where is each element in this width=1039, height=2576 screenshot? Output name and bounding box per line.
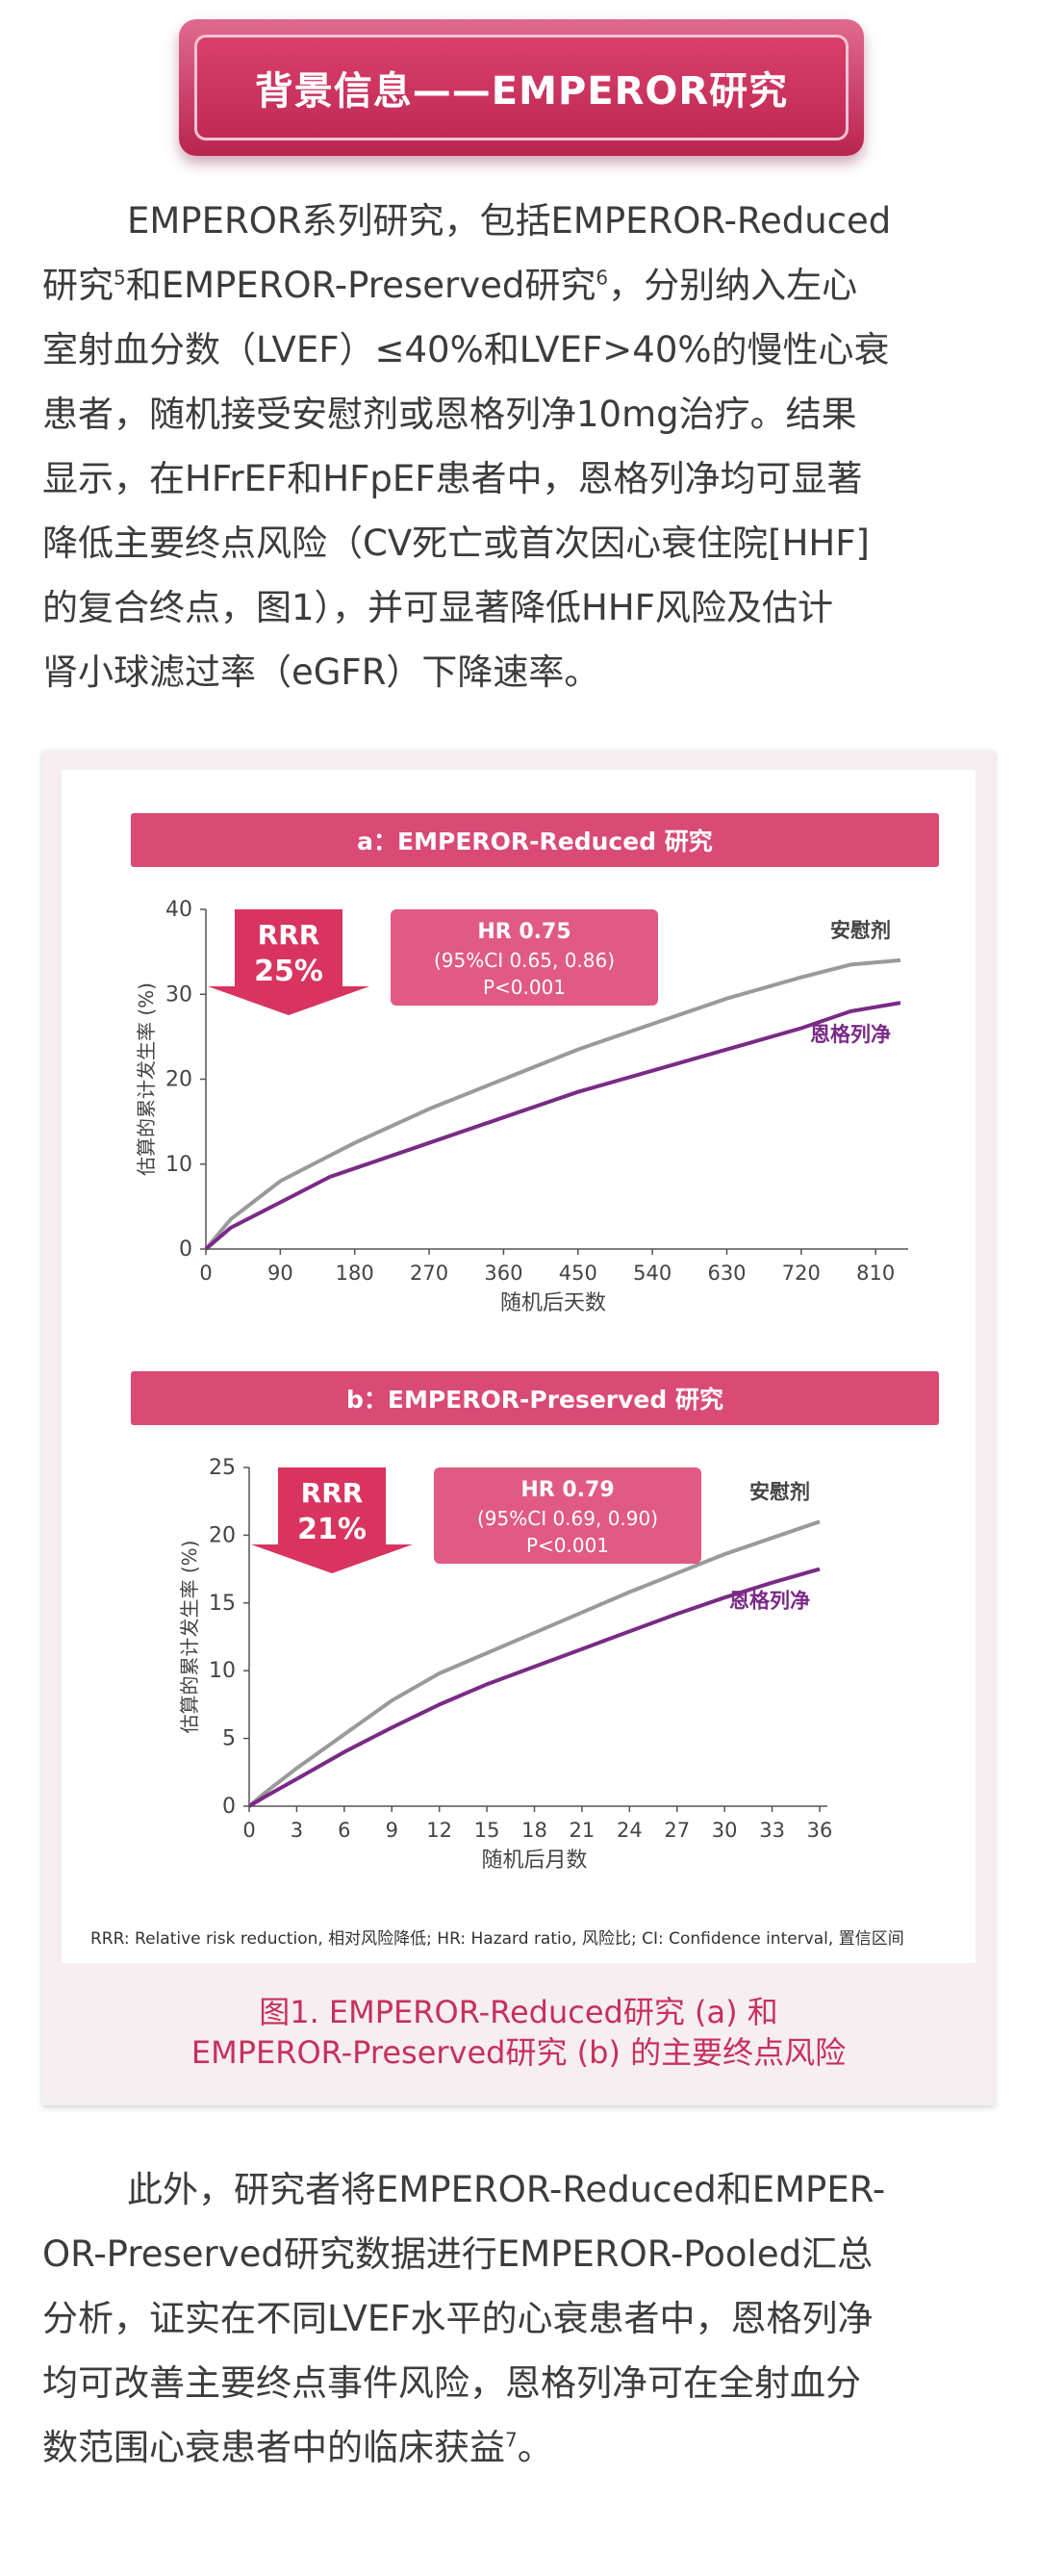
chart-a-series-line-empagliflozin (204, 1001, 901, 1251)
panel-a-title: a：EMPEROR-Reduced 研究 (131, 813, 939, 867)
section-banner: 背景信息——EMPEROR研究 (179, 19, 864, 156)
chart-b-x-tick-label: 15 (474, 1819, 500, 1842)
chart-b-hr-ci: (95%CI 0.69, 0.90) (477, 1507, 658, 1530)
chart-b-x-tick-label: 12 (426, 1819, 452, 1842)
caption-line-2: EMPEROR-Preserved研究 (b) 的主要终点风险 (190, 2034, 847, 2071)
conclusion-line-1: 此外，研究者将EMPEROR-Reduced和EMPER- (127, 2169, 886, 2210)
conclusion-line-2: OR-Preserved研究数据进行EMPEROR-Pooled汇总 (42, 2233, 874, 2275)
chart-a-series-label-placebo: 安慰剂 (830, 919, 891, 942)
intro-paragraph: EMPEROR系列研究，包括EMPEROR-Reduced 研究5和EMPERO… (42, 189, 997, 704)
chart-a-x-tick-label: 720 (782, 1262, 821, 1285)
chart-b-x-tick-label: 30 (712, 1819, 738, 1842)
chart-b-series-line-empagliflozin (247, 1567, 821, 1808)
chart-b-x-tick-label: 21 (570, 1819, 596, 1842)
chart-a-x-axis-label: 随机后天数 (500, 1291, 606, 1315)
chart-a-y-axis-label: 估算的累计发生率 (%) (135, 982, 158, 1176)
chart-b-x-tick-label: 27 (664, 1819, 690, 1842)
chart-b-rrr-value: 21% (297, 1513, 367, 1546)
chart-b-y-tick-label: 15 (209, 1592, 236, 1616)
chart-a-x-tick-label: 450 (559, 1262, 597, 1285)
intro-line-1: EMPEROR系列研究，包括EMPEROR-Reduced (127, 200, 892, 242)
chart-a-y-tick-label: 10 (165, 1153, 192, 1177)
chart-b-y-tick-label: 25 (209, 1456, 236, 1480)
chart-a-series-line-placebo (204, 957, 901, 1251)
chart-a-y-tick-label: 30 (165, 982, 192, 1007)
chart-b-x-tick-label: 18 (521, 1819, 547, 1842)
chart-a-hr-p: P<0.001 (483, 976, 566, 999)
chart-b-x-tick-label: 3 (291, 1819, 303, 1842)
chart-b-y-tick-label: 20 (209, 1523, 236, 1547)
chart-b-x-axis-label: 随机后月数 (481, 1849, 587, 1873)
chart-b-hr-p: P<0.001 (526, 1534, 609, 1557)
chart-b-y-tick-label: 10 (209, 1659, 236, 1683)
chart-b-rrr-label: RRR (301, 1477, 364, 1509)
section-title: 背景信息——EMPEROR研究 (254, 69, 789, 114)
chart-b-y-tick-label: 5 (222, 1727, 236, 1751)
chart-a-x-tick-label: 0 (199, 1262, 212, 1285)
chart-b-x-tick-label: 0 (242, 1819, 255, 1842)
chart-b-series-line-placebo (247, 1519, 821, 1808)
chart-a-y-tick-label: 40 (165, 898, 192, 922)
chart-a-x-tick-label: 810 (856, 1262, 895, 1285)
chart-b-series-label-empagliflozin: 恩格列净 (729, 1590, 810, 1613)
chart-a-x-tick-label: 270 (410, 1262, 448, 1285)
chart-b-x-tick-label: 24 (617, 1819, 643, 1842)
chart-b-x-tick-label: 6 (338, 1819, 350, 1842)
conclusion-line-5: 数范围心衰患者中的临床获益7。 (42, 2427, 553, 2468)
conclusion-line-4: 均可改善主要终点事件风险，恩格列净可在全射血分 (42, 2362, 861, 2404)
chart-a-x-tick-label: 180 (336, 1262, 374, 1285)
chart-b-x-tick-label: 33 (759, 1819, 785, 1842)
intro-line-4: 患者，随机接受安慰剂或恩格列净10mg治疗。结果 (42, 394, 857, 435)
chart-a-x-tick-label: 90 (267, 1262, 293, 1285)
chart-a-hr-box (391, 909, 658, 1006)
intro-line-8: 肾小球滤过率（eGFR）下降速率。 (42, 651, 600, 693)
intro-line-3: 室射血分数（LVEF）≤40%和LVEF>40%的慢性心衰 (42, 329, 890, 370)
conclusion-paragraph: 此外，研究者将EMPEROR-Reduced和EMPER- OR-Preserv… (42, 2157, 997, 2480)
chart-b-y-axis-label: 估算的累计发生率 (%) (178, 1541, 201, 1734)
chart-b-hr-title: HR 0.79 (520, 1478, 614, 1502)
chart-a-series-label-empagliflozin: 恩格列净 (810, 1023, 891, 1046)
figure-footnote: RRR: Relative risk reduction, 相对风险降低; HR… (90, 1929, 904, 1949)
conclusion-line-3: 分析，证实在不同LVEF水平的心衰患者中，恩格列净 (42, 2298, 874, 2339)
chart-a-rrr-label: RRR (258, 919, 320, 951)
chart-a-x-tick-label: 540 (633, 1262, 672, 1285)
chart-a-hr-ci: (95%CI 0.65, 0.86) (434, 949, 615, 972)
chart-a-hr-title: HR 0.75 (477, 920, 570, 944)
figure-card: a：EMPEROR-Reduced 研究 0 10 20 30 40 0 90 180 270 3… (42, 751, 995, 2105)
chart-a: 0 10 20 30 40 0 90 180 270 360 450 540 630 720 810 随机后天… (135, 898, 908, 1315)
intro-line-2: 研究5和EMPEROR-Preserved研究6，分别纳入左心 (42, 265, 858, 306)
chart-a-x-tick-label: 360 (484, 1262, 522, 1285)
chart-a-y-tick-label: 20 (165, 1068, 192, 1092)
chart-a-rrr-arrow (208, 909, 369, 1015)
chart-b-x-tick-label: 36 (807, 1819, 833, 1842)
intro-line-7: 的复合终点，图1），并可显著降低HHF风险及估计 (42, 587, 833, 628)
chart-a-y-tick-label: 0 (179, 1237, 192, 1262)
figure-plot-area: a：EMPEROR-Reduced 研究 0 10 20 30 40 0 90 180 270 3… (62, 770, 976, 1963)
figure-caption: 图1. EMPEROR-Reduced研究 (a) 和 EMPEROR-Pres… (42, 1992, 995, 2073)
section-banner-inner: 背景信息——EMPEROR研究 (194, 35, 849, 140)
chart-b-series-label-placebo: 安慰剂 (749, 1480, 810, 1503)
chart-b-x-tick-label: 9 (386, 1819, 398, 1842)
intro-line-5: 显示，在HFrEF和HFpEF患者中，恩格列净均可显著 (42, 458, 863, 499)
intro-line-6: 降低主要终点风险（CV死亡或首次因心衰住院[HHF] (42, 523, 870, 564)
chart-b-hr-box (434, 1467, 701, 1564)
caption-line-1: 图1. EMPEROR-Reduced研究 (a) 和 (259, 1994, 778, 2030)
chart-b-y-tick-label: 0 (222, 1795, 236, 1819)
chart-a-rrr-value: 25% (254, 955, 323, 988)
panel-b-title: b：EMPEROR-Preserved 研究 (131, 1371, 939, 1425)
chart-a-x-tick-label: 630 (707, 1262, 746, 1285)
chart-b-rrr-arrow (251, 1467, 413, 1573)
